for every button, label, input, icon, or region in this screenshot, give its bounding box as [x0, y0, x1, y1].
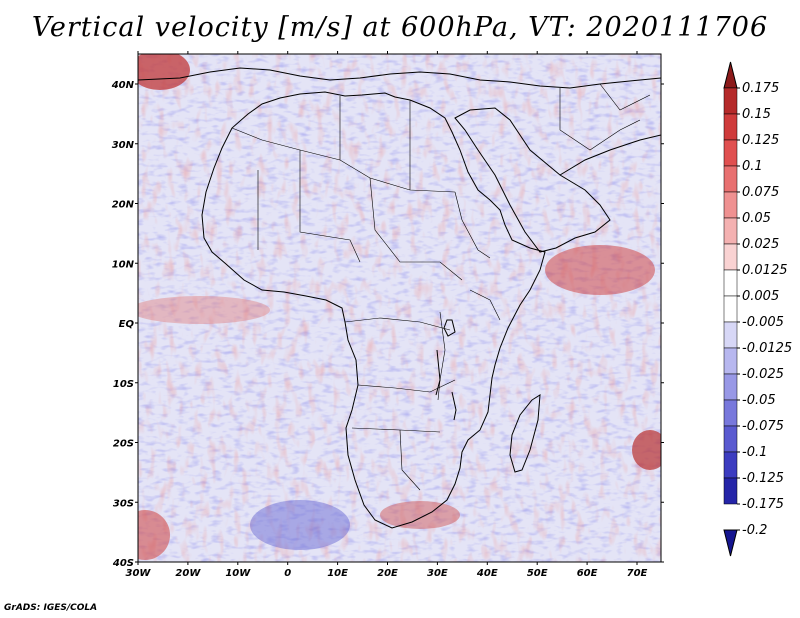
lakes — [435, 319, 457, 421]
coastlines — [138, 67, 661, 529]
patch-indian-ocean-ascent — [545, 245, 655, 295]
tick-marks — [135, 51, 664, 565]
border-niger — [299, 150, 361, 263]
lon-label: 10W — [225, 568, 251, 579]
lat-label: 30N — [112, 140, 135, 151]
colorbar-label: -0.05 — [742, 393, 776, 408]
colorbar-segment — [723, 243, 738, 271]
colorbar-label: 0.15 — [742, 107, 771, 122]
colorbar-top-arrow — [723, 61, 738, 89]
border-angola-zambia — [357, 379, 456, 393]
lon-label: 0 — [284, 568, 291, 579]
lat-label: 20S — [113, 439, 134, 450]
colorbar-segment — [723, 269, 738, 297]
patch-sw-ascent — [138, 510, 170, 560]
arabia-coastline — [454, 107, 611, 253]
colorbar-segment — [723, 451, 738, 479]
longitude-labels: 30W 20W 10W 0 10E 20E 30E 40E 50E 60E 70E — [126, 568, 648, 579]
colorbar-label: -0.0125 — [742, 341, 792, 356]
footer-credit: GrADS: IGES/COLA — [4, 603, 98, 613]
plot-frame — [137, 53, 662, 563]
colorbar-label: 0.005 — [742, 289, 779, 304]
lon-label: 20W — [175, 568, 201, 579]
lon-label: 30E — [427, 568, 448, 579]
colorbar-label: 0.175 — [742, 81, 779, 96]
colorbar-label: 0.125 — [742, 133, 779, 148]
lon-label: 60E — [577, 568, 598, 579]
colorbar-label: 0.0125 — [742, 263, 788, 278]
lake-malawi — [451, 391, 457, 421]
colorbar-segment — [723, 321, 738, 349]
lake-tanganyika — [435, 349, 441, 396]
country-borders — [231, 83, 651, 491]
lat-label: EQ — [119, 319, 135, 330]
lon-label: 20E — [377, 568, 398, 579]
border-chad-sudan — [369, 177, 463, 281]
velocity-field — [138, 54, 661, 562]
lon-label: 50E — [527, 568, 548, 579]
colorbar-segment — [723, 425, 738, 453]
lat-label: 20N — [112, 200, 135, 211]
patch-sa-ascent — [380, 501, 460, 529]
border-botswana-sa — [399, 429, 421, 491]
colorbar: 0.175 0.15 0.125 0.1 0.075 0.05 0.025 0.0125 0.0… — [723, 61, 792, 557]
colorbar-label: -0.075 — [742, 419, 784, 434]
patch-nw-ascent — [138, 54, 190, 90]
colorbar-label: -0.2 — [742, 523, 767, 538]
lat-label: 30S — [113, 498, 134, 509]
field-ascent-texture — [138, 54, 661, 562]
lat-label: 40S — [112, 558, 134, 569]
lon-label: 70E — [627, 568, 648, 579]
border-sudan-ethiopia — [454, 191, 491, 259]
colorbar-segment — [723, 477, 738, 505]
latitude-labels: 40N 30N 20N 10N EQ 10S 20S 30S 40S — [111, 80, 135, 569]
border-drc-north — [344, 317, 451, 331]
lat-label: 10S — [113, 379, 134, 390]
border-iran-iraq — [559, 88, 641, 151]
colorbar-label: -0.125 — [742, 471, 784, 486]
persian-gulf-coastline — [559, 134, 661, 176]
colorbar-segment — [723, 165, 738, 193]
colorbar-label: -0.175 — [742, 497, 784, 512]
border-great-lakes — [437, 311, 446, 401]
madagascar-coastline — [509, 394, 541, 473]
colorbar-segment — [723, 373, 738, 401]
patch-se-ascent — [632, 430, 661, 470]
colorbar-bottom-arrow — [723, 529, 738, 557]
colorbar-segment — [723, 139, 738, 167]
border-kenya — [469, 289, 501, 321]
lon-label: 40E — [476, 568, 498, 579]
colorbar-segment — [723, 113, 738, 141]
colorbar-label: -0.1 — [742, 445, 767, 460]
colorbar-label: 0.075 — [742, 185, 779, 200]
colorbar-segment — [723, 399, 738, 427]
lat-label: 40N — [111, 80, 135, 91]
map-title: Vertical velocity [m/s] at 600hPa, VT: 2… — [31, 12, 769, 43]
border-caspian — [599, 83, 651, 111]
lon-label: 30W — [126, 568, 152, 579]
colorbar-segment — [723, 347, 738, 375]
africa-coastline — [201, 91, 546, 529]
lake-victoria — [443, 319, 456, 337]
colorbar-segment — [723, 295, 738, 323]
lon-label: 10E — [327, 568, 348, 579]
colorbar-segment — [723, 217, 738, 245]
colorbar-label: 0.025 — [742, 237, 779, 252]
colorbar-segment — [723, 191, 738, 219]
colorbar-label: 0.05 — [742, 211, 771, 226]
colorbar-segment — [723, 87, 738, 115]
lat-label: 10N — [112, 259, 135, 270]
colorbar-label: -0.025 — [742, 367, 784, 382]
colorbar-label: -0.005 — [742, 315, 784, 330]
colorbar-label: 0.1 — [742, 159, 763, 174]
patch-itcz-ascent — [138, 296, 270, 324]
north-coastline — [138, 67, 661, 89]
patch-south-descent — [250, 500, 350, 550]
